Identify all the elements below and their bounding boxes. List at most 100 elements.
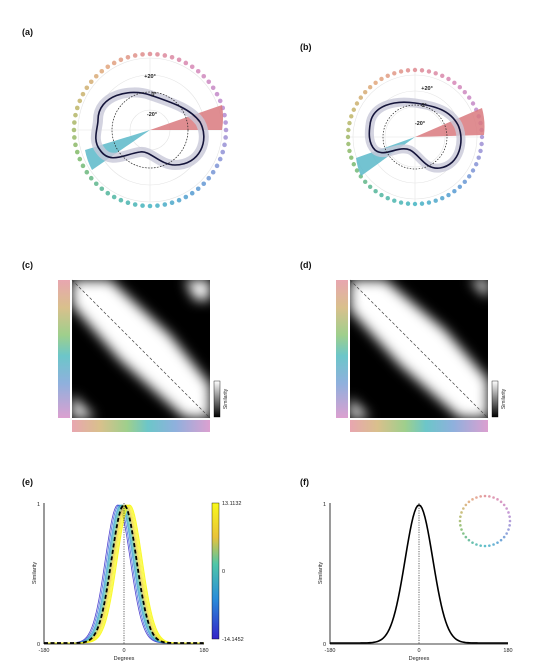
wheel-dot — [464, 535, 468, 539]
wheel-dot — [373, 189, 378, 194]
matrix-corner-blob — [350, 398, 370, 418]
wheel-dot — [474, 162, 479, 167]
ring-label-plus20: +20° — [144, 74, 156, 80]
wheel-dot — [502, 535, 506, 539]
wheel-dot — [499, 538, 503, 542]
wheel-dot — [419, 201, 425, 206]
colorbar-label: Similarity — [223, 388, 229, 409]
wheel-dot — [452, 189, 457, 194]
wheel-dot — [457, 184, 463, 189]
matrix-corner-blob — [470, 280, 488, 298]
mean-tuning-curve — [330, 504, 508, 644]
similarity-matrix-c: Similarity — [58, 279, 229, 432]
wheel-dot — [118, 197, 124, 203]
wheel-dot — [460, 511, 463, 514]
wheel-dot — [210, 85, 216, 91]
sector-teal — [85, 130, 150, 170]
wheel-dot — [132, 53, 138, 58]
x-tick-label: 0 — [122, 648, 125, 654]
wheel-dot — [176, 57, 182, 63]
wheel-dot — [499, 500, 503, 504]
wheel-dot — [169, 200, 175, 206]
wheel-dot — [73, 112, 78, 118]
wheel-dot — [508, 524, 511, 527]
sector-red — [415, 108, 485, 137]
ring-label-minus20: -20° — [147, 112, 157, 118]
panel-label-f: (f) — [300, 477, 309, 487]
wheel-dot — [88, 175, 94, 181]
wheel-dot — [479, 141, 484, 147]
zero-ring-dotted — [382, 104, 448, 170]
wheel-dot — [201, 73, 207, 79]
colorbar-max-label: 13.1132 — [222, 501, 241, 507]
wheel-dot — [471, 541, 474, 544]
x-axis-label: Degrees — [409, 656, 430, 662]
ring-label-minus20: -20° — [415, 121, 425, 127]
wheel-dot — [72, 135, 77, 140]
wheel-dot — [105, 190, 111, 196]
x-tick-label: 0 — [417, 648, 420, 654]
wheel-dot — [155, 52, 160, 57]
wheel-dot — [462, 89, 467, 95]
wheel-dot — [354, 168, 360, 173]
wheel-dot — [73, 142, 78, 148]
wheel-dot — [471, 498, 474, 501]
wheel-dot — [206, 79, 212, 85]
wheel-dot — [460, 528, 463, 531]
wheel-dot — [398, 200, 404, 205]
colorbar-mid-label: 0 — [222, 569, 225, 575]
wheel-dot — [440, 196, 445, 201]
zero-ring-dotted — [111, 91, 189, 169]
wheel-dot — [467, 174, 472, 179]
wheel-dot — [195, 68, 201, 74]
wheel-dot — [88, 79, 94, 85]
wheel-dot — [132, 202, 138, 207]
wheel-dot — [458, 519, 462, 523]
y-axis-label: Similarity — [318, 562, 324, 585]
colorbar-similarity — [491, 380, 499, 418]
wheel-dot — [147, 203, 153, 209]
wheel-dot — [479, 495, 482, 498]
wheel-dot — [426, 69, 432, 74]
wheel-dot — [505, 532, 508, 535]
wheel-dot — [476, 155, 481, 160]
wheel-dot — [93, 73, 99, 79]
matrix-corner-blob — [185, 280, 210, 300]
panel-label-d: (d) — [300, 260, 312, 270]
wheel-dot — [176, 197, 182, 203]
panel-label-c: (c) — [22, 260, 33, 270]
wheel-dot — [183, 194, 189, 200]
wheel-dot — [349, 155, 354, 160]
wheel-dot — [162, 53, 168, 58]
wheel-dot — [111, 194, 117, 200]
wheel-dot — [508, 515, 511, 518]
wheel-dot — [433, 71, 438, 76]
polar-plot-b: +20° 0° -20° — [345, 67, 485, 207]
wheel-dot — [492, 543, 495, 546]
wheel-dot — [508, 519, 512, 523]
wheel-dot — [507, 511, 510, 514]
wheel-dot — [223, 135, 228, 140]
wheel-dot — [118, 57, 124, 63]
wheel-dot — [462, 532, 465, 535]
panel-label-b: (b) — [300, 42, 312, 52]
wheel-dot — [446, 76, 451, 82]
wheel-dot — [467, 500, 471, 504]
chart-e: 1 0 -180 0 180 Degrees Similarity 13.113… — [32, 501, 244, 662]
wheel-dot — [351, 162, 356, 167]
wheel-dot — [210, 169, 216, 175]
color-strip-vertical — [58, 280, 70, 418]
wheel-dot — [214, 163, 220, 169]
wheel-dot — [351, 107, 356, 112]
wheel-dot — [358, 95, 363, 100]
wheel-dot — [478, 148, 483, 154]
wheel-dot — [74, 105, 80, 111]
wheel-dot — [155, 203, 160, 208]
wheel-dot — [220, 149, 226, 155]
wheel-dot — [80, 91, 86, 97]
wheel-dot — [223, 120, 228, 125]
x-axis-label: Degrees — [114, 656, 135, 662]
diagonal-dashed-line — [71, 279, 211, 419]
wheel-dot — [507, 528, 510, 531]
wheel-dot — [354, 101, 360, 106]
